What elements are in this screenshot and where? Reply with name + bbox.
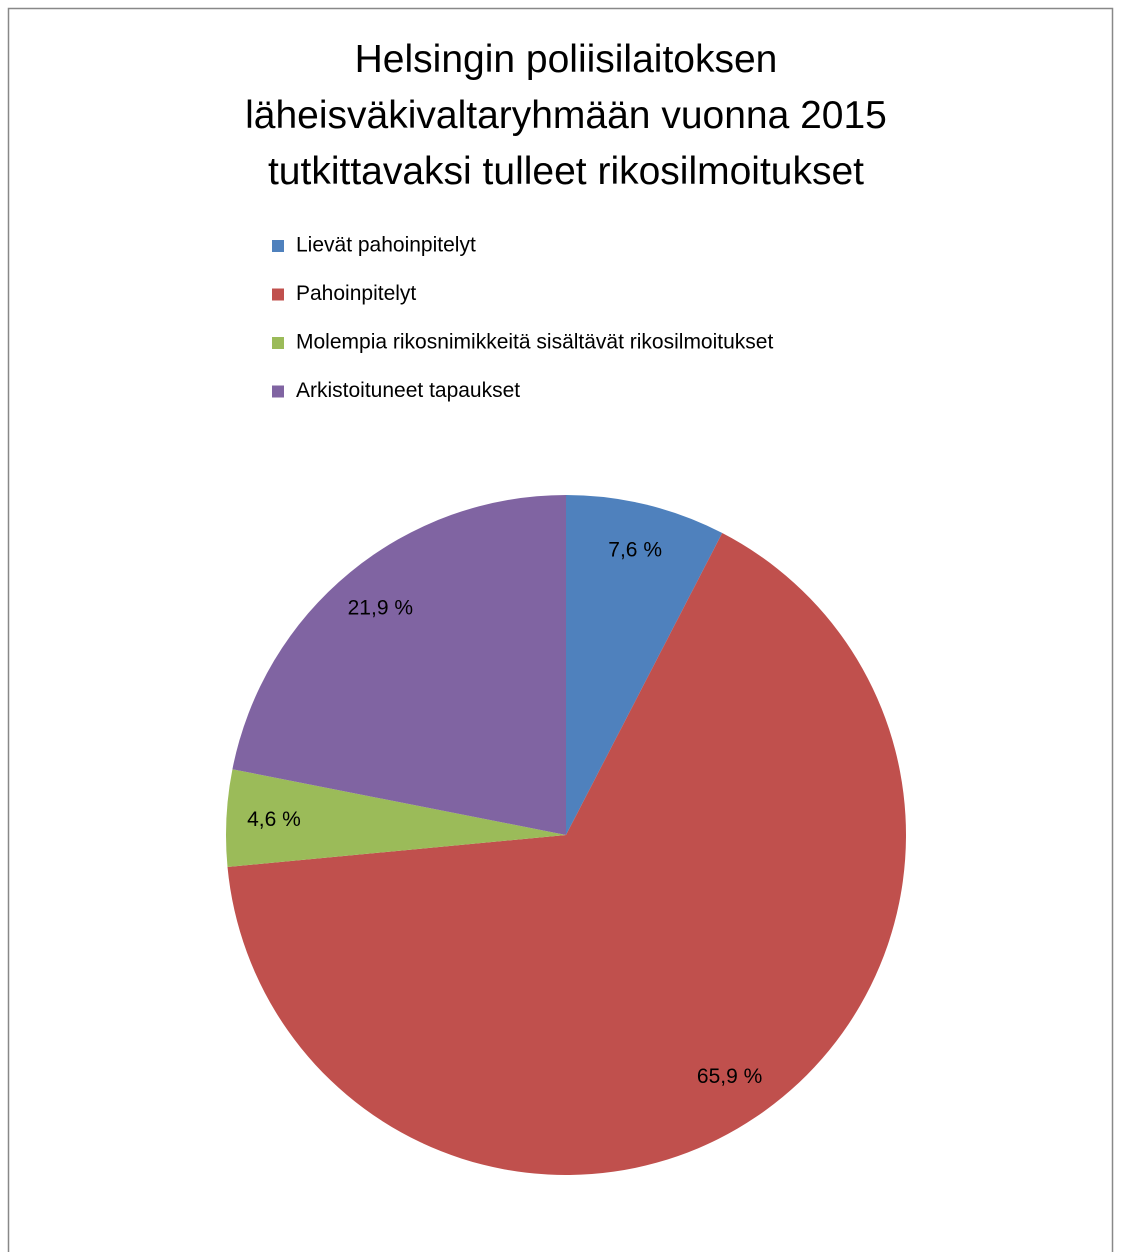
pie-slice	[226, 769, 567, 867]
data-label: 65,9 %	[697, 1065, 762, 1088]
legend-swatch	[272, 385, 284, 398]
chart-border	[7, 7, 1114, 1252]
legend-swatch	[272, 337, 284, 349]
pie-slice	[232, 495, 566, 835]
legend-swatch	[272, 240, 284, 252]
data-label: 4,6 %	[247, 808, 301, 831]
legend-swatch	[272, 288, 284, 301]
chart-title: Helsingin poliisilaitoksen läheisväkival…	[245, 38, 887, 193]
pie-slice	[566, 495, 723, 835]
data-label: 7,6 %	[608, 538, 662, 561]
data-label: 21,9 %	[348, 597, 413, 620]
legend-label: Lievät pahoinpitelyt	[296, 234, 476, 257]
pie-slice	[227, 533, 907, 1175]
legend-label: Molempia rikosnimikkeitä sisältävät riko…	[296, 331, 773, 354]
legend-label: Pahoinpitelyt	[296, 282, 416, 305]
legend-label: Arkistoituneet tapaukset	[296, 379, 520, 402]
